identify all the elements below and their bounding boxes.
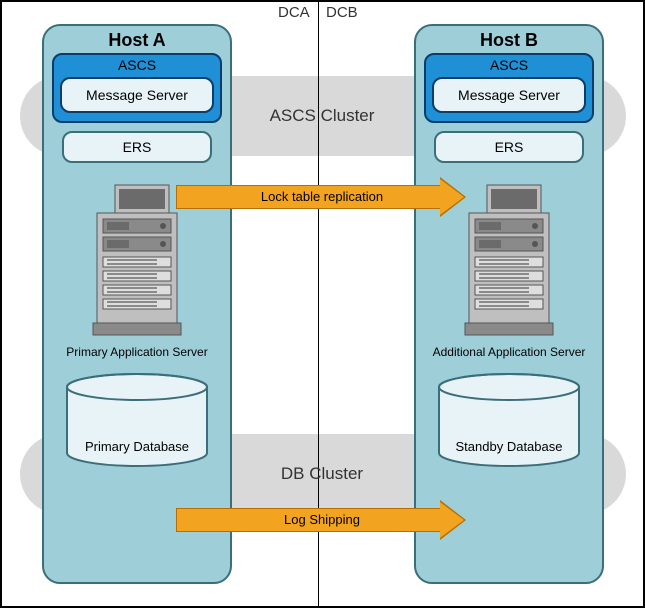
host-a-message-server: Message Server bbox=[60, 77, 214, 113]
host-b-db-label: Standby Database bbox=[434, 439, 584, 454]
lock-arrow-label: Lock table replication bbox=[232, 189, 412, 204]
db-cluster-label: DB Cluster bbox=[232, 464, 412, 484]
host-a-ascs-title: ASCS bbox=[60, 57, 214, 77]
host-a: Host A ASCS Message Server ERS bbox=[42, 24, 232, 584]
host-b-ers: ERS bbox=[434, 131, 584, 163]
diagram-canvas: DCA DCB ASCS Cluster DB Cluster Host A A… bbox=[0, 0, 645, 608]
host-b-title: Host B bbox=[416, 26, 602, 53]
host-b-server-caption: Additional Application Server bbox=[416, 345, 602, 359]
lock-arrow-head bbox=[440, 179, 464, 215]
server-icon bbox=[459, 181, 559, 341]
host-b-db: Standby Database bbox=[434, 373, 584, 468]
host-b-message-server: Message Server bbox=[432, 77, 586, 113]
host-b-ascs-box: ASCS Message Server bbox=[424, 53, 594, 123]
ascs-cluster-label: ASCS Cluster bbox=[232, 106, 412, 126]
host-a-ascs-box: ASCS Message Server bbox=[52, 53, 222, 123]
host-a-ers: ERS bbox=[62, 131, 212, 163]
host-b-ascs-title: ASCS bbox=[432, 57, 586, 77]
host-a-db: Primary Database bbox=[62, 373, 212, 468]
log-arrow-label: Log Shipping bbox=[262, 512, 382, 527]
dc-a-label: DCA bbox=[278, 4, 310, 21]
dc-b-label: DCB bbox=[326, 4, 358, 21]
host-a-server-caption: Primary Application Server bbox=[44, 345, 230, 359]
host-a-title: Host A bbox=[44, 26, 230, 53]
server-icon bbox=[87, 181, 187, 341]
log-arrow-head bbox=[440, 502, 464, 538]
host-a-db-label: Primary Database bbox=[62, 439, 212, 454]
